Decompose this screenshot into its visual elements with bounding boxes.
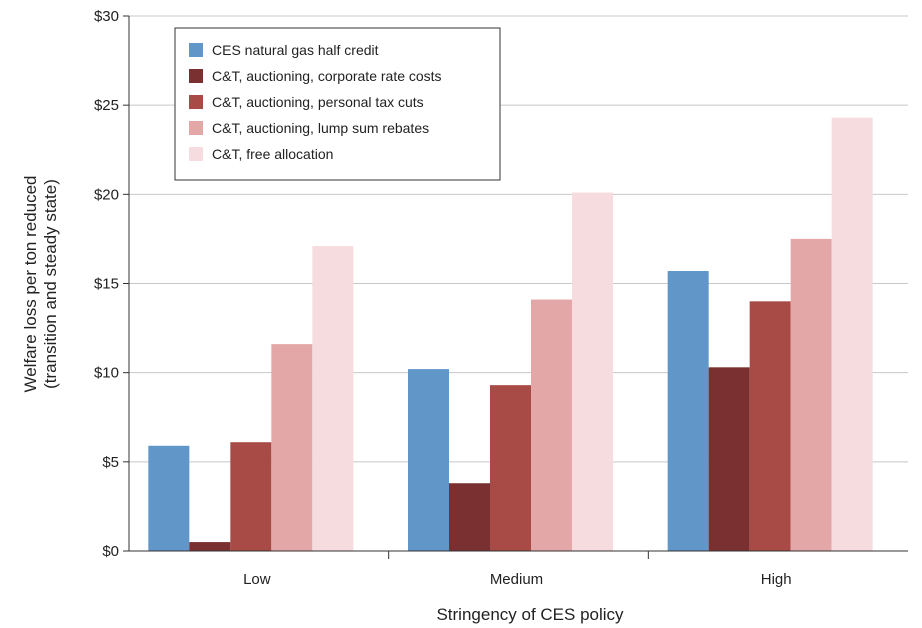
y-tick-label: $10 [94, 365, 119, 382]
y-tick-label: $20 [94, 186, 119, 203]
legend-label: CES natural gas half credit [212, 42, 379, 58]
bar-high-series-2 [749, 301, 791, 551]
axes [123, 15, 908, 559]
legend-swatch [189, 147, 203, 161]
bar-low-series-0 [148, 445, 190, 551]
x-tick-label: Medium [490, 571, 543, 588]
bar-low-series-4 [312, 246, 354, 552]
bar-low-series-2 [230, 442, 272, 551]
legend-label: C&T, auctioning, lump sum rebates [212, 120, 429, 136]
y-tick-label: $30 [94, 8, 119, 25]
bar-high-series-0 [667, 271, 709, 551]
x-tick-label: Low [243, 571, 271, 588]
bar-low-series-1 [189, 542, 231, 551]
bar-medium-series-0 [408, 369, 449, 551]
legend-box [174, 27, 501, 181]
y-axis-title-line-1: Welfare loss per ton reduced [21, 175, 40, 392]
legend-label: C&T, auctioning, personal tax cuts [212, 94, 424, 110]
legend-swatch [189, 121, 203, 135]
bar-medium-series-3 [531, 299, 572, 551]
bar-high-series-1 [708, 367, 750, 551]
y-tick-label: $0 [102, 543, 119, 560]
y-tick-label: $25 [94, 97, 119, 114]
legend-swatch [189, 95, 203, 109]
bar-low-series-3 [271, 344, 313, 551]
x-tick-label: High [761, 571, 792, 588]
bar-medium-series-1 [449, 483, 490, 551]
y-tick-label: $15 [94, 276, 119, 293]
legend-label: C&T, auctioning, corporate rate costs [212, 68, 442, 84]
y-axis-title: Welfare loss per ton reduced (transition… [21, 175, 60, 392]
legend: CES natural gas half credit C&T, auctioni… [174, 27, 501, 181]
y-tick-label: $5 [102, 454, 119, 471]
legend-swatch [189, 43, 203, 57]
bar-medium-series-4 [572, 192, 613, 552]
bar-medium-series-2 [490, 385, 531, 551]
y-axis-title-line-2: (transition and steady state) [41, 179, 60, 389]
bar-high-series-3 [790, 238, 832, 551]
bar-high-series-4 [831, 117, 873, 552]
legend-label: C&T, free allocation [212, 146, 333, 162]
x-tick-labels: Low Medium High [243, 571, 792, 588]
bars [148, 117, 873, 552]
y-tick-labels: $0 $5 $10 $15 $20 $25 $30 [94, 8, 119, 560]
x-axis-title: Stringency of CES policy [436, 605, 624, 624]
legend-swatch [189, 69, 203, 83]
